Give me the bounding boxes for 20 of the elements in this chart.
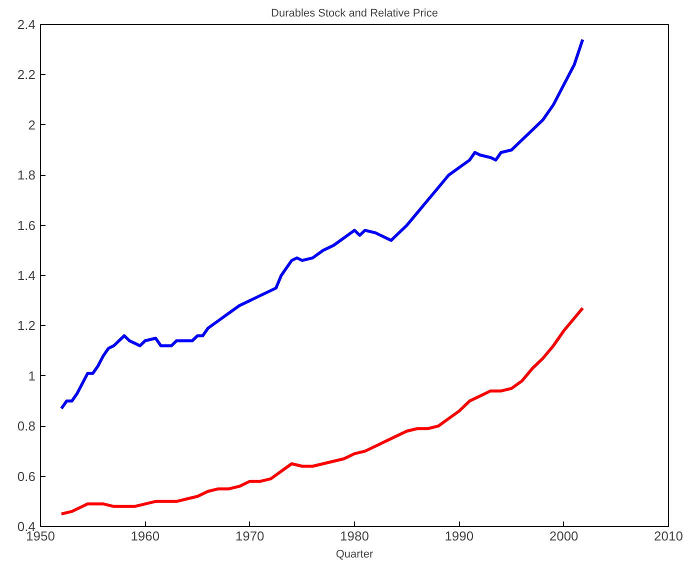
y-tick-label: 1 [28, 368, 36, 384]
y-tick-label: 1.6 [17, 218, 36, 233]
chart-title: Durables Stock and Relative Price [271, 8, 438, 20]
x-tick-label: 1960 [130, 528, 160, 544]
x-tick-label: 1990 [444, 528, 474, 544]
x-tick-label: 2010 [654, 528, 683, 544]
y-tick-label: 2 [28, 117, 36, 132]
line-series [60, 306, 584, 516]
y-tick-label: 1.8 [17, 168, 36, 183]
y-tick-label: 0.8 [17, 418, 36, 434]
line-series [60, 38, 584, 410]
y-tick-label: 2.2 [17, 67, 36, 82]
x-tick-label: 1980 [340, 528, 369, 544]
x-axis-title: Quarter [336, 548, 374, 560]
y-tick-label: 1.2 [17, 318, 36, 334]
x-tick-label: 1970 [235, 528, 264, 544]
x-tick-label: 2000 [549, 528, 578, 544]
y-tick-label: 2.4 [17, 17, 36, 32]
y-tick-label: 0.6 [17, 468, 36, 484]
y-tick-label: 1.4 [17, 268, 36, 283]
